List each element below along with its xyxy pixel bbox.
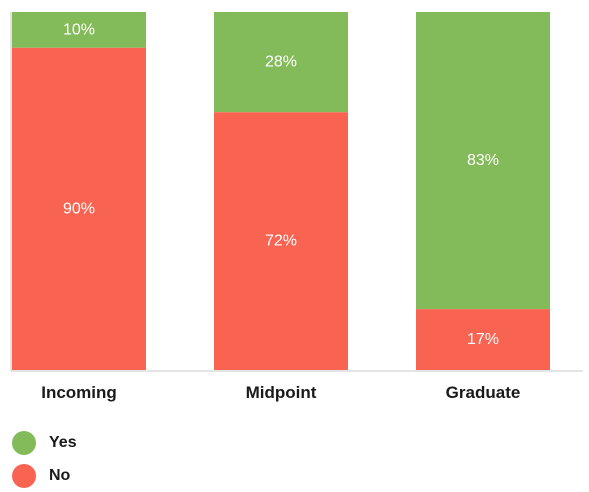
- bar-graduate-yes: [416, 12, 550, 310]
- category-label-graduate: Graduate: [446, 383, 521, 402]
- stacked-bar-chart: 10% 90% 28% 72% 83% 17% Incoming Midpoint Gradu…: [10, 12, 583, 402]
- data-label-midpoint-yes: 28%: [265, 54, 297, 71]
- bar-incoming-no: [12, 47, 146, 371]
- legend-label-yes: Yes: [49, 433, 77, 451]
- category-label-midpoint: Midpoint: [246, 383, 317, 402]
- bars-group: [12, 12, 550, 371]
- bar-incoming-yes: [12, 12, 146, 48]
- legend-swatch-no-icon: [12, 463, 36, 488]
- data-label-graduate-no: 17%: [467, 331, 499, 348]
- data-label-graduate-yes: 83%: [467, 152, 499, 169]
- legend-item-yes: Yes: [12, 426, 77, 459]
- legend-item-no: No: [12, 459, 77, 492]
- bar-midpoint-no: [214, 112, 348, 371]
- segment-labels-group: 10% 90% 28% 72% 83% 17%: [63, 21, 499, 348]
- data-label-incoming-yes: 10%: [63, 21, 95, 38]
- data-label-midpoint-no: 72%: [265, 233, 297, 250]
- data-label-incoming-no: 90%: [63, 200, 95, 217]
- category-label-incoming: Incoming: [41, 383, 117, 402]
- legend-swatch-yes-icon: [12, 430, 36, 455]
- legend: Yes No: [12, 426, 77, 492]
- legend-label-no: No: [49, 466, 71, 484]
- category-labels-group: Incoming Midpoint Graduate: [41, 383, 520, 402]
- bar-midpoint-yes: [214, 12, 348, 113]
- bar-graduate-no: [416, 309, 550, 370]
